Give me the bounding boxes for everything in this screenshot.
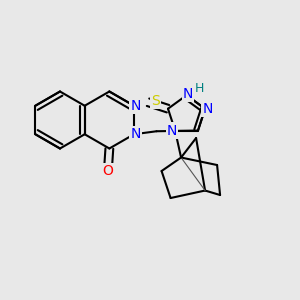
Text: S: S [151,94,160,108]
Text: N: N [130,127,141,141]
Text: N: N [202,102,213,116]
Text: N: N [130,99,141,113]
Text: N: N [183,87,193,101]
Text: N: N [167,124,177,137]
Text: H: H [194,82,204,95]
Text: O: O [102,164,113,178]
